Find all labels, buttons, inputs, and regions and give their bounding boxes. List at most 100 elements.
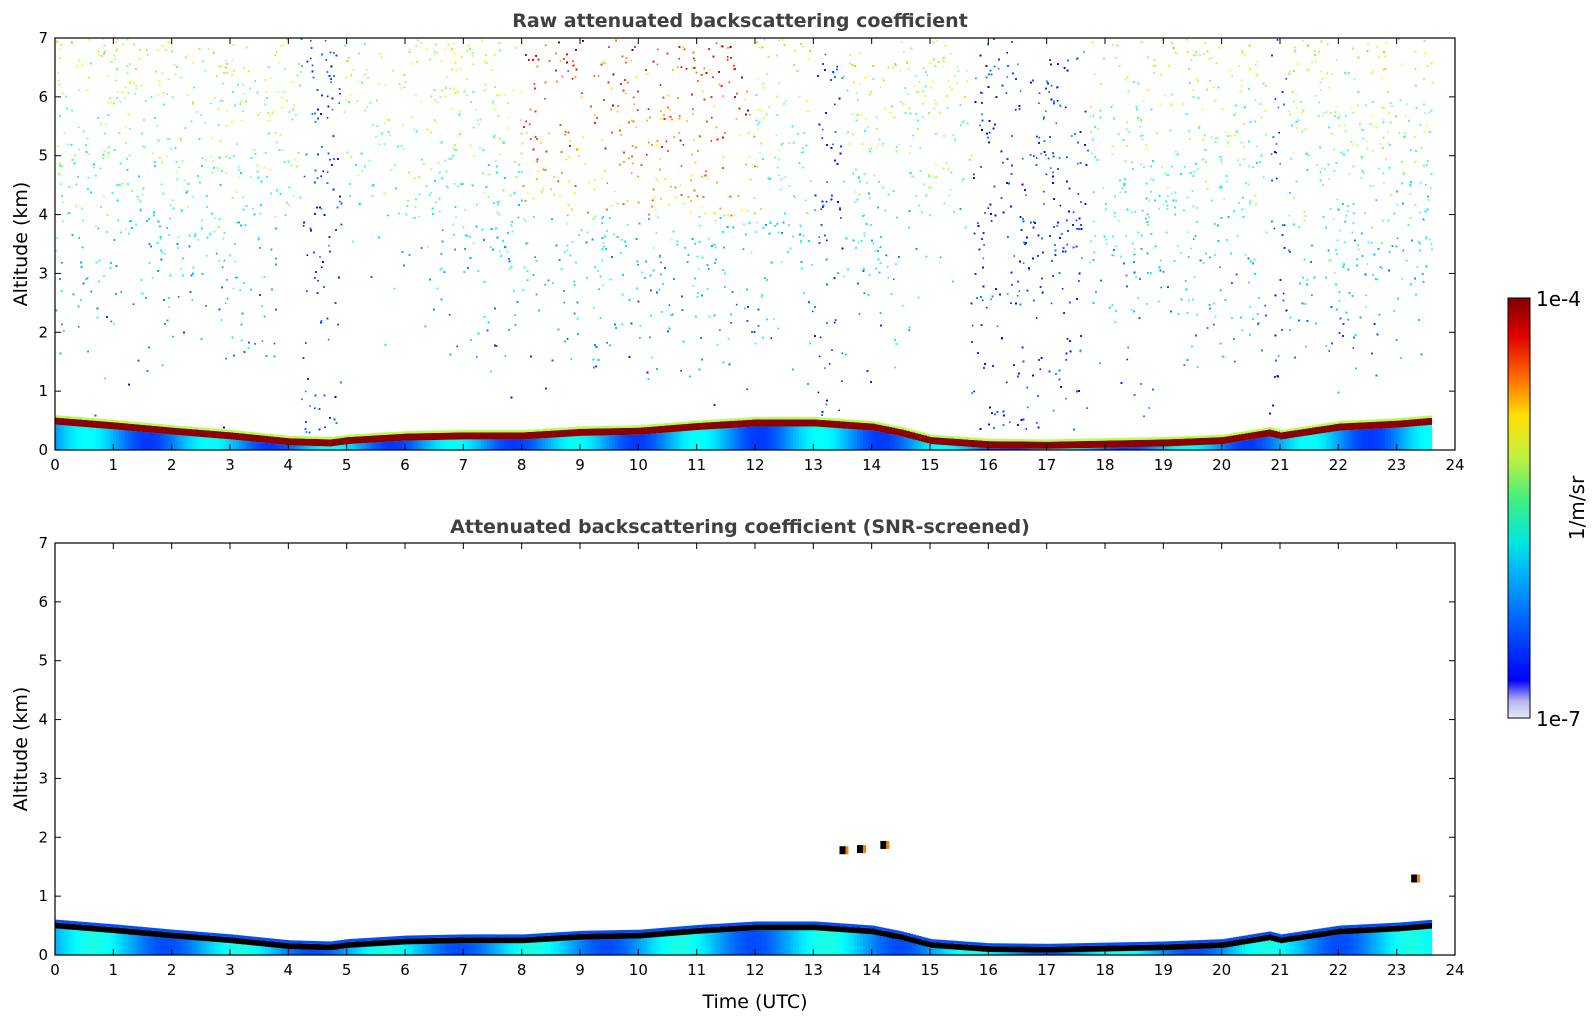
noise-speck (1378, 313, 1381, 316)
noise-speck (608, 46, 610, 48)
noise-speck (601, 217, 603, 220)
noise-speck (564, 131, 567, 133)
noise-speck (818, 236, 820, 238)
noise-speck (649, 336, 651, 339)
noise-speck (222, 82, 224, 85)
noise-speck (1045, 154, 1047, 156)
noise-speck (630, 60, 633, 62)
noise-speck (1365, 306, 1368, 308)
noise-speck (1176, 52, 1179, 55)
noise-speck (768, 106, 770, 109)
noise-speck (152, 152, 154, 155)
noise-speck (191, 299, 194, 301)
noise-speck (863, 214, 865, 217)
noise-speck (631, 145, 634, 147)
noise-speck (433, 53, 435, 56)
noise-speck (1378, 167, 1380, 170)
noise-speck (948, 86, 951, 88)
noise-speck (867, 74, 870, 77)
noise-speck (492, 102, 495, 105)
noise-speck (1383, 181, 1385, 184)
noise-speck (1384, 67, 1387, 70)
noise-speck (1248, 165, 1251, 168)
noise-speck (201, 219, 203, 222)
noise-speck (378, 143, 381, 146)
noise-speck (794, 197, 797, 199)
noise-speck (1047, 157, 1050, 160)
noise-speck (1072, 211, 1075, 214)
noise-speck (1234, 360, 1236, 363)
noise-speck (1231, 75, 1233, 77)
noise-speck (748, 155, 751, 158)
noise-speck (828, 363, 831, 365)
noise-speck (1387, 142, 1390, 145)
noise-speck (1333, 170, 1336, 172)
noise-speck (1292, 152, 1295, 154)
noise-speck (1126, 128, 1128, 131)
noise-speck (1328, 259, 1330, 261)
noise-speck (1333, 148, 1335, 151)
noise-speck (1426, 164, 1428, 166)
noise-speck (834, 103, 836, 106)
noise-speck (1365, 104, 1367, 107)
noise-speck (113, 54, 116, 57)
noise-speck (134, 93, 137, 95)
noise-speck (817, 391, 820, 394)
noise-speck (221, 99, 224, 102)
noise-speck (1381, 76, 1383, 79)
noise-speck (415, 94, 417, 96)
noise-speck (544, 169, 547, 171)
noise-speck (1273, 227, 1276, 230)
noise-speck (635, 126, 638, 129)
noise-speck (356, 79, 359, 82)
noise-speck (836, 65, 838, 68)
noise-speck (708, 268, 710, 270)
noise-speck (1035, 317, 1038, 319)
noise-speck (1033, 155, 1035, 157)
noise-speck (476, 119, 479, 121)
noise-speck (1219, 342, 1222, 345)
noise-speck (680, 370, 682, 372)
noise-speck (659, 158, 662, 160)
noise-speck (826, 181, 828, 183)
noise-speck (92, 166, 95, 169)
noise-speck (620, 134, 622, 136)
noise-speck (273, 342, 276, 345)
noise-speck (309, 405, 311, 407)
noise-speck (672, 230, 675, 233)
noise-speck (277, 90, 280, 93)
noise-speck (693, 57, 695, 60)
noise-speck (145, 49, 148, 51)
noise-speck (601, 222, 604, 224)
noise-speck (926, 74, 928, 76)
noise-speck (1142, 100, 1145, 103)
noise-speck (896, 216, 898, 219)
noise-speck (527, 192, 529, 194)
noise-speck (566, 214, 569, 217)
noise-speck (1323, 168, 1326, 171)
noise-speck (507, 102, 509, 104)
noise-speck (973, 173, 975, 176)
noise-speck (322, 170, 324, 173)
noise-speck (1111, 153, 1113, 156)
noise-speck (570, 358, 573, 360)
noise-speck (766, 73, 768, 75)
noise-speck (1214, 315, 1217, 318)
noise-speck (714, 220, 717, 222)
noise-speck (161, 364, 164, 367)
noise-speck (61, 262, 63, 264)
noise-speck (200, 114, 202, 116)
noise-speck (799, 225, 802, 228)
noise-speck (77, 126, 80, 129)
noise-speck (907, 68, 910, 70)
noise-speck (1006, 52, 1008, 54)
noise-speck (943, 202, 946, 205)
noise-speck (57, 172, 60, 175)
noise-speck (947, 168, 949, 170)
noise-speck (409, 48, 411, 51)
noise-speck (222, 237, 225, 240)
noise-speck (1256, 313, 1259, 315)
noise-speck (756, 221, 758, 224)
noise-speck (1048, 91, 1050, 93)
noise-speck (680, 183, 682, 186)
